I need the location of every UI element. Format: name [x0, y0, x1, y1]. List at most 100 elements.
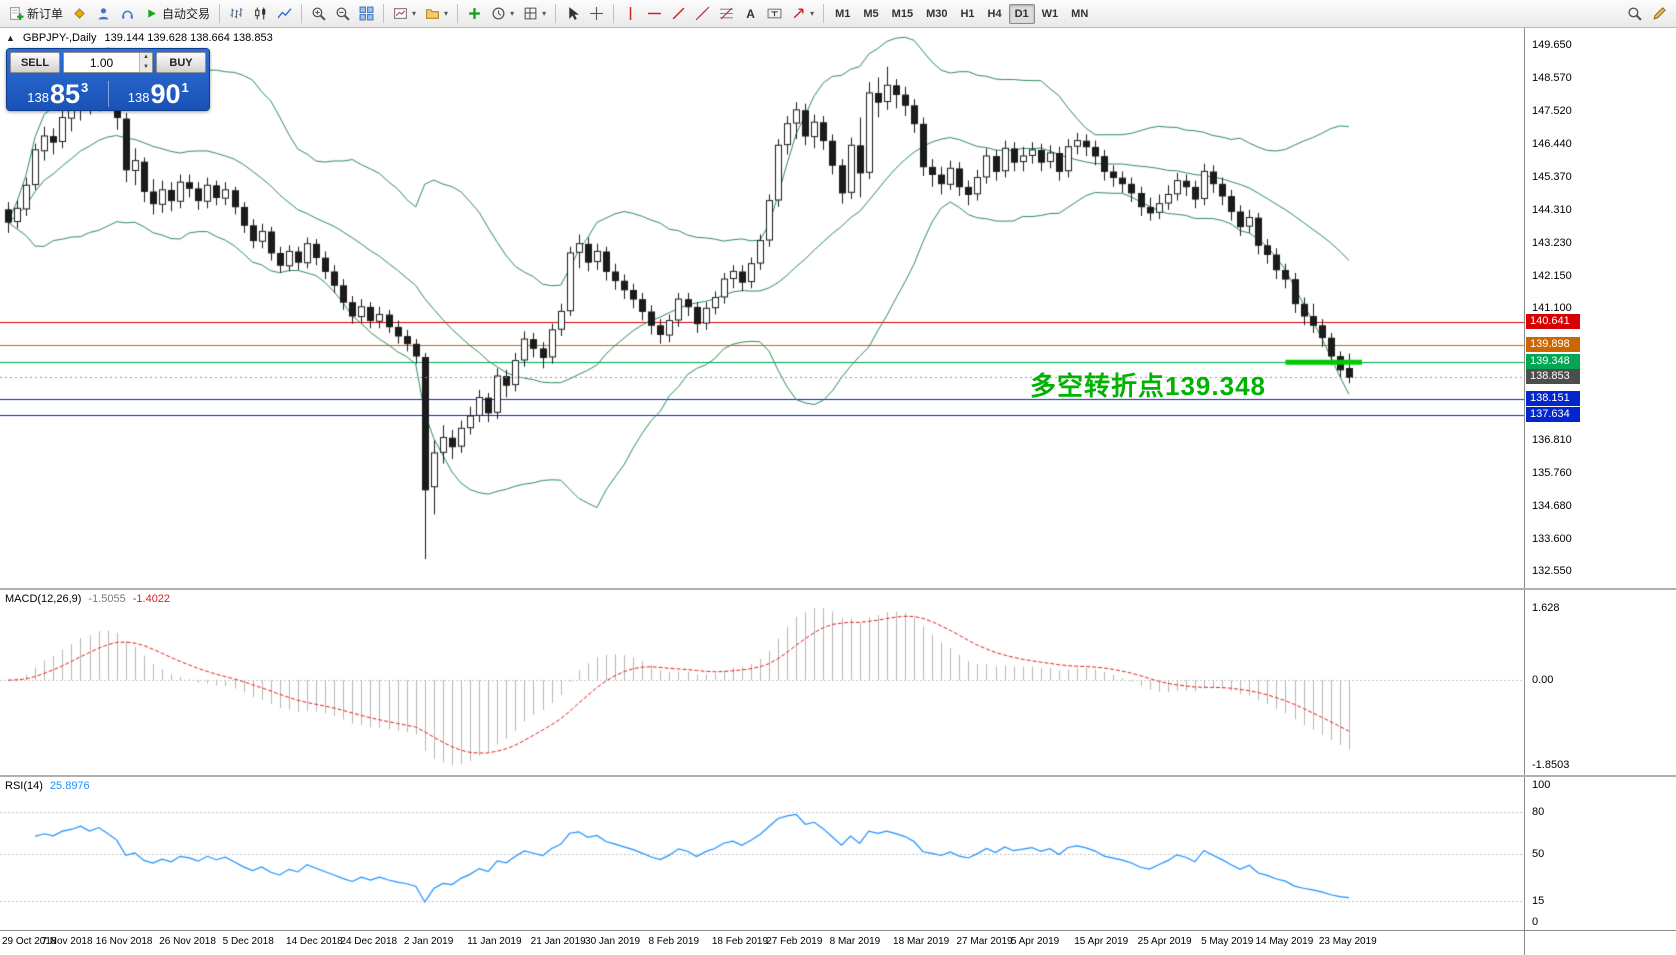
candle-chart-button[interactable]	[249, 2, 272, 25]
rsi-label: RSI(14)	[5, 780, 43, 792]
price-tag: 140.641	[1526, 314, 1580, 330]
rsi-scale[interactable]: 100 80 50 15 0	[1524, 777, 1676, 930]
price-divider	[107, 81, 109, 107]
one-click-controls: SELL ▲ ▼ BUY	[10, 52, 206, 73]
one-click-trading-panel: SELL ▲ ▼ BUY 138 85 3	[6, 48, 210, 111]
autotrading-button[interactable]: 自动交易	[140, 2, 214, 25]
timeframe-button-m30[interactable]: M30	[926, 7, 948, 20]
symbol-info: ▲ GBPJPY-,Daily 139.144 139.628 138.664 …	[6, 32, 273, 44]
buy-button[interactable]: BUY	[156, 52, 206, 73]
price-tag: 138.853	[1526, 369, 1580, 385]
rsi-axis-label: 50	[1532, 847, 1545, 860]
periods-button[interactable]: ▾	[487, 2, 518, 25]
rsi-axis-label: 80	[1532, 806, 1545, 819]
play-icon	[148, 9, 156, 18]
crosshair-tool-button[interactable]	[585, 2, 608, 25]
axis-corner	[1524, 931, 1676, 955]
volume-up-button[interactable]: ▲	[140, 53, 152, 63]
timeframe-button-m5[interactable]: M5	[863, 7, 879, 20]
macd-canvas[interactable]	[0, 590, 1524, 775]
timeframe-button-w1[interactable]: W1	[1041, 7, 1059, 20]
pane-separator[interactable]	[0, 775, 1676, 777]
new-chart-button[interactable]: ▾	[389, 2, 420, 25]
buy-price-main: 138	[127, 90, 150, 105]
dropdown-caret-icon: ▾	[444, 9, 449, 18]
buy-price-display[interactable]: 138 90 1	[113, 80, 205, 108]
horizontal-line-tool-button[interactable]	[643, 2, 666, 25]
sell-price-display[interactable]: 138 85 3	[12, 79, 104, 109]
channel-tool-button[interactable]	[691, 2, 714, 25]
new-order-button[interactable]: 新订单	[5, 2, 67, 25]
metaquotes-button[interactable]	[68, 2, 91, 25]
zoom-in-button[interactable]	[307, 2, 330, 25]
text-label-icon	[767, 8, 782, 19]
timeframe-button-d1[interactable]: D1	[1008, 3, 1035, 24]
timeframe-button-h1[interactable]: H1	[960, 7, 975, 20]
text-tool-button[interactable]: A	[739, 2, 762, 25]
volume-spinners: ▲ ▼	[139, 53, 152, 72]
fibonacci-tool-button[interactable]	[715, 2, 738, 25]
toolbar-right-group	[1623, 2, 1671, 25]
line-chart-button[interactable]	[273, 2, 296, 25]
bar-chart-button[interactable]	[225, 2, 248, 25]
sell-button[interactable]: SELL	[10, 52, 60, 73]
time-axis[interactable]: 29 Oct 2018 7 Nov 2018 16 Nov 2018 26 Nov 2…	[0, 930, 1676, 955]
macd-pane: 1.628 0.00 -1.8503 MACD(12,26,9) -1.5055 -…	[0, 590, 1676, 775]
channel-icon	[695, 6, 710, 21]
indicators-plus-icon	[469, 8, 480, 19]
timeframe-button-m15[interactable]: M15	[891, 7, 914, 20]
text-label-tool-button[interactable]	[763, 2, 786, 25]
rsi-axis-label: 100	[1532, 779, 1551, 791]
date-label: 21 Jan 2019	[530, 936, 586, 947]
timeframe-button-m1[interactable]: M1	[835, 7, 851, 20]
price-scale[interactable]: 149.650 148.570 147.520 146.440 145.370 144.3…	[1524, 28, 1676, 588]
date-label: 30 Jan 2019	[585, 936, 641, 947]
candle-chart-icon	[255, 7, 266, 20]
autotrading-label: 自动交易	[162, 7, 211, 21]
pane-separator[interactable]	[0, 588, 1676, 590]
price-tag: 138.151	[1526, 391, 1580, 407]
price-axis-label: 146.440	[1532, 138, 1572, 150]
timeframe-button-mn[interactable]: MN	[1071, 7, 1089, 20]
new-chart-icon	[394, 8, 407, 19]
indicators-button[interactable]	[463, 2, 486, 25]
tile-windows-button[interactable]	[355, 2, 378, 25]
zoom-in-icon	[312, 7, 326, 21]
timeframe-button-h4[interactable]: H4	[987, 7, 1002, 20]
text-a-icon: A	[746, 6, 755, 21]
toolbar-separator	[383, 4, 385, 23]
date-label: 27 Feb 2019	[766, 936, 823, 947]
macd-label-row: MACD(12,26,9) -1.5055 -1.4022	[5, 593, 170, 605]
support-button[interactable]	[116, 2, 139, 25]
main-toolbar: 新订单 自动交易	[0, 0, 1676, 28]
vertical-line-tool-button[interactable]	[619, 2, 642, 25]
templates-button[interactable]: ▾	[519, 2, 550, 25]
date-label: 5 May 2019	[1201, 936, 1254, 947]
trendline-tool-button[interactable]	[667, 2, 690, 25]
community-button[interactable]	[92, 2, 115, 25]
search-button[interactable]	[1623, 2, 1646, 25]
volume-input[interactable]	[64, 53, 139, 72]
sell-price-pips: 85	[49, 79, 80, 109]
toolbar-separator	[613, 4, 615, 23]
profiles-button[interactable]: ▾	[421, 2, 452, 25]
zoom-out-button[interactable]	[331, 2, 354, 25]
date-label: 27 Mar 2019	[956, 936, 1013, 947]
date-label: 8 Feb 2019	[648, 936, 700, 947]
chart-annotation-text[interactable]: 多空转折点139.348	[1030, 371, 1266, 401]
arrows-tool-button[interactable]: ▾	[787, 2, 818, 25]
date-label: 5 Dec 2018	[222, 936, 274, 947]
volume-down-button[interactable]: ▼	[140, 62, 152, 72]
price-axis-label: 143.230	[1532, 236, 1572, 249]
timeframe-group: M1 M5 M15 M30 H1 H4 D1 W1 MN	[829, 3, 1094, 24]
rsi-canvas[interactable]	[0, 777, 1524, 930]
price-axis-label: 142.150	[1532, 270, 1572, 282]
price-chart-canvas[interactable]	[0, 28, 1524, 588]
macd-axis-label: 1.628	[1532, 602, 1560, 614]
macd-scale[interactable]: 1.628 0.00 -1.8503	[1524, 590, 1676, 775]
edit-button[interactable]	[1648, 2, 1671, 25]
panel-collapse-icon[interactable]: ▲	[6, 33, 15, 43]
cursor-tool-button[interactable]	[561, 2, 584, 25]
price-axis-label: 132.550	[1532, 565, 1572, 578]
